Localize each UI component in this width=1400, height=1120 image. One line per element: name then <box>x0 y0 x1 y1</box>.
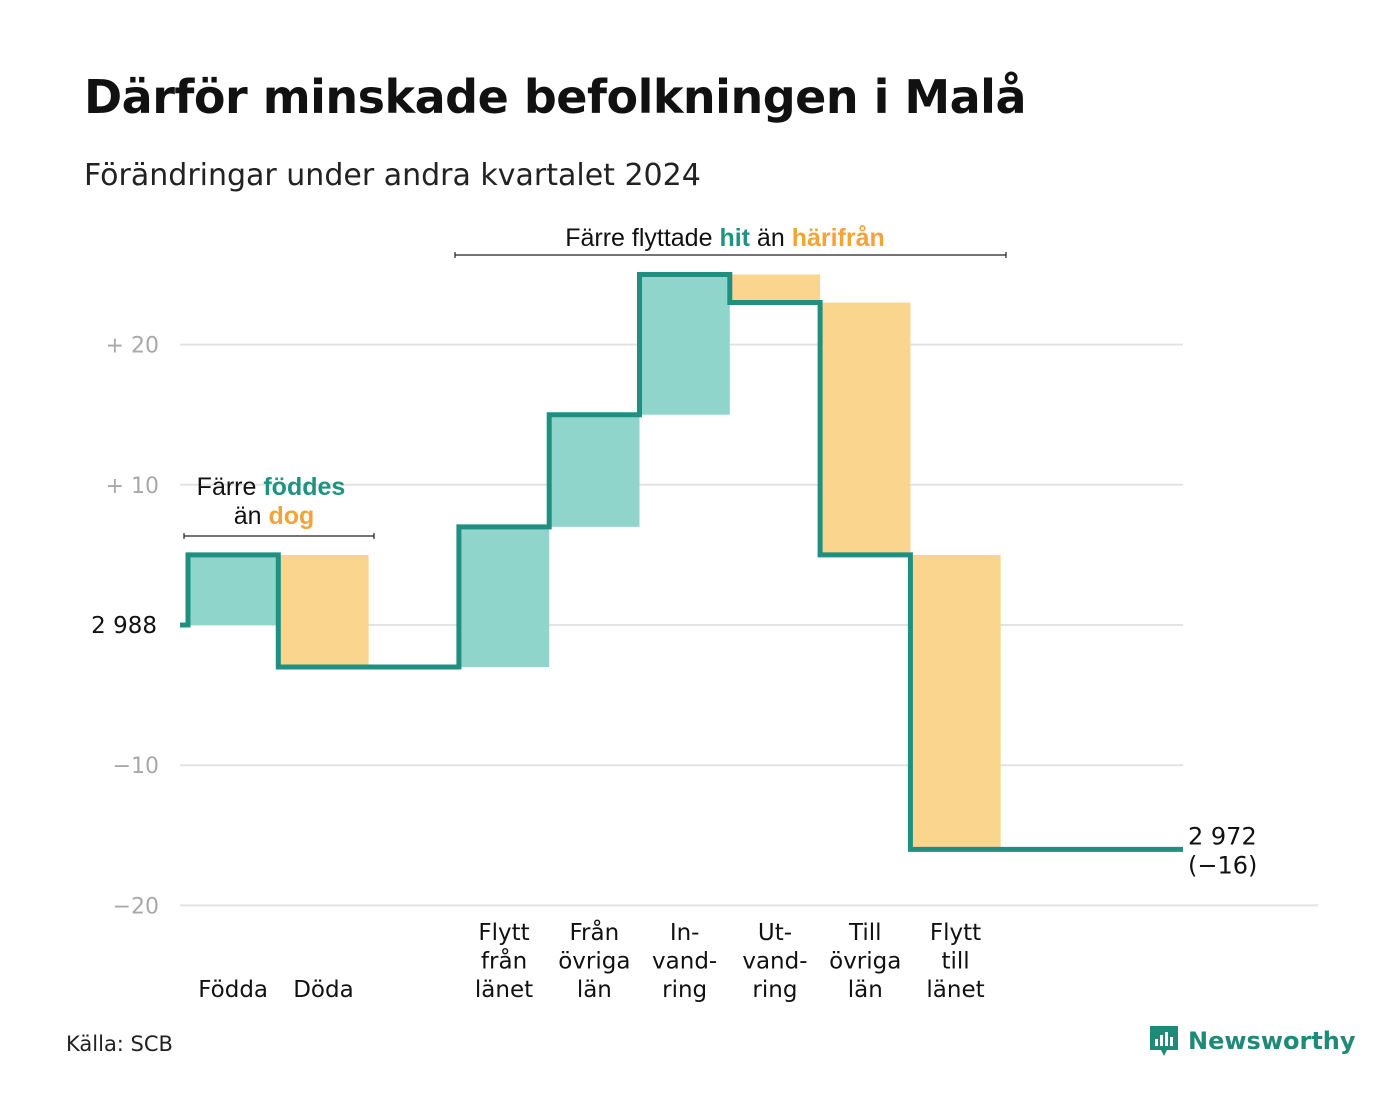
end-labels: 2 972(−16) <box>1188 822 1257 879</box>
x-tick-label: ring <box>752 977 797 1003</box>
bar-in <box>458 526 550 668</box>
migration-annotation: Färre flyttade hit än härifrån <box>565 224 885 252</box>
x-axis-labels: Födda DödaFlyttfrånlänetFrånövrigalänIn-v… <box>198 918 984 1003</box>
y-tick-start-value: 2 988 <box>91 613 157 639</box>
x-tick-label: Till <box>848 920 882 946</box>
chart-title: Därför minskade befolkningen i Malå <box>84 70 1027 124</box>
bar-out <box>910 554 1001 850</box>
brand-name: Newsworthy <box>1188 1027 1356 1055</box>
x-tick-label: Flytt <box>930 920 981 946</box>
end-value-label: 2 972 <box>1188 822 1257 850</box>
source-note: Källa: SCB <box>66 1032 173 1056</box>
brand-logo: Newsworthy <box>1148 1024 1356 1058</box>
bar-out <box>278 554 369 668</box>
x-tick-label: Döda <box>293 977 353 1003</box>
bars <box>188 274 1001 850</box>
bar-out <box>820 302 911 555</box>
births-annotation-line1: Färre föddes <box>197 473 346 501</box>
y-tick-label: + 10 <box>106 474 159 499</box>
x-tick-label: från <box>481 947 527 975</box>
x-tick-label: vand- <box>742 949 807 975</box>
births-annotation-line2: än dog <box>234 502 315 530</box>
x-tick-label: Födda <box>198 977 268 1003</box>
cumulative-step-line <box>180 272 1183 852</box>
bar-in <box>188 554 279 625</box>
bar-in <box>549 414 640 527</box>
y-axis-ticks: + 20 + 10 2 988 −10 −20 <box>91 334 159 920</box>
end-change-label: (−16) <box>1188 851 1257 879</box>
bar-out <box>729 274 821 303</box>
x-tick-label: In- <box>670 920 700 946</box>
x-tick-label: ring <box>662 977 707 1003</box>
y-tick-label: + 20 <box>106 334 159 359</box>
x-tick-label: länet <box>926 977 984 1003</box>
x-tick-label: län <box>848 977 883 1003</box>
x-tick-label: Ut- <box>758 920 792 946</box>
y-tick-label: −10 <box>113 754 159 779</box>
x-tick-label: övriga <box>829 949 901 975</box>
newsworthy-logo-icon <box>1150 1026 1178 1056</box>
x-tick-label: län <box>577 977 612 1003</box>
x-tick-label: Från <box>570 918 620 946</box>
x-tick-label: till <box>941 949 969 975</box>
x-tick-label: vand- <box>652 949 717 975</box>
x-tick-label: länet <box>475 977 533 1003</box>
x-tick-label: övriga <box>558 949 630 975</box>
bar-in <box>639 274 730 415</box>
chart-subtitle: Förändringar under andra kvartalet 2024 <box>84 158 701 193</box>
y-tick-label: −20 <box>113 894 159 919</box>
x-tick-label: Flytt <box>478 920 529 946</box>
